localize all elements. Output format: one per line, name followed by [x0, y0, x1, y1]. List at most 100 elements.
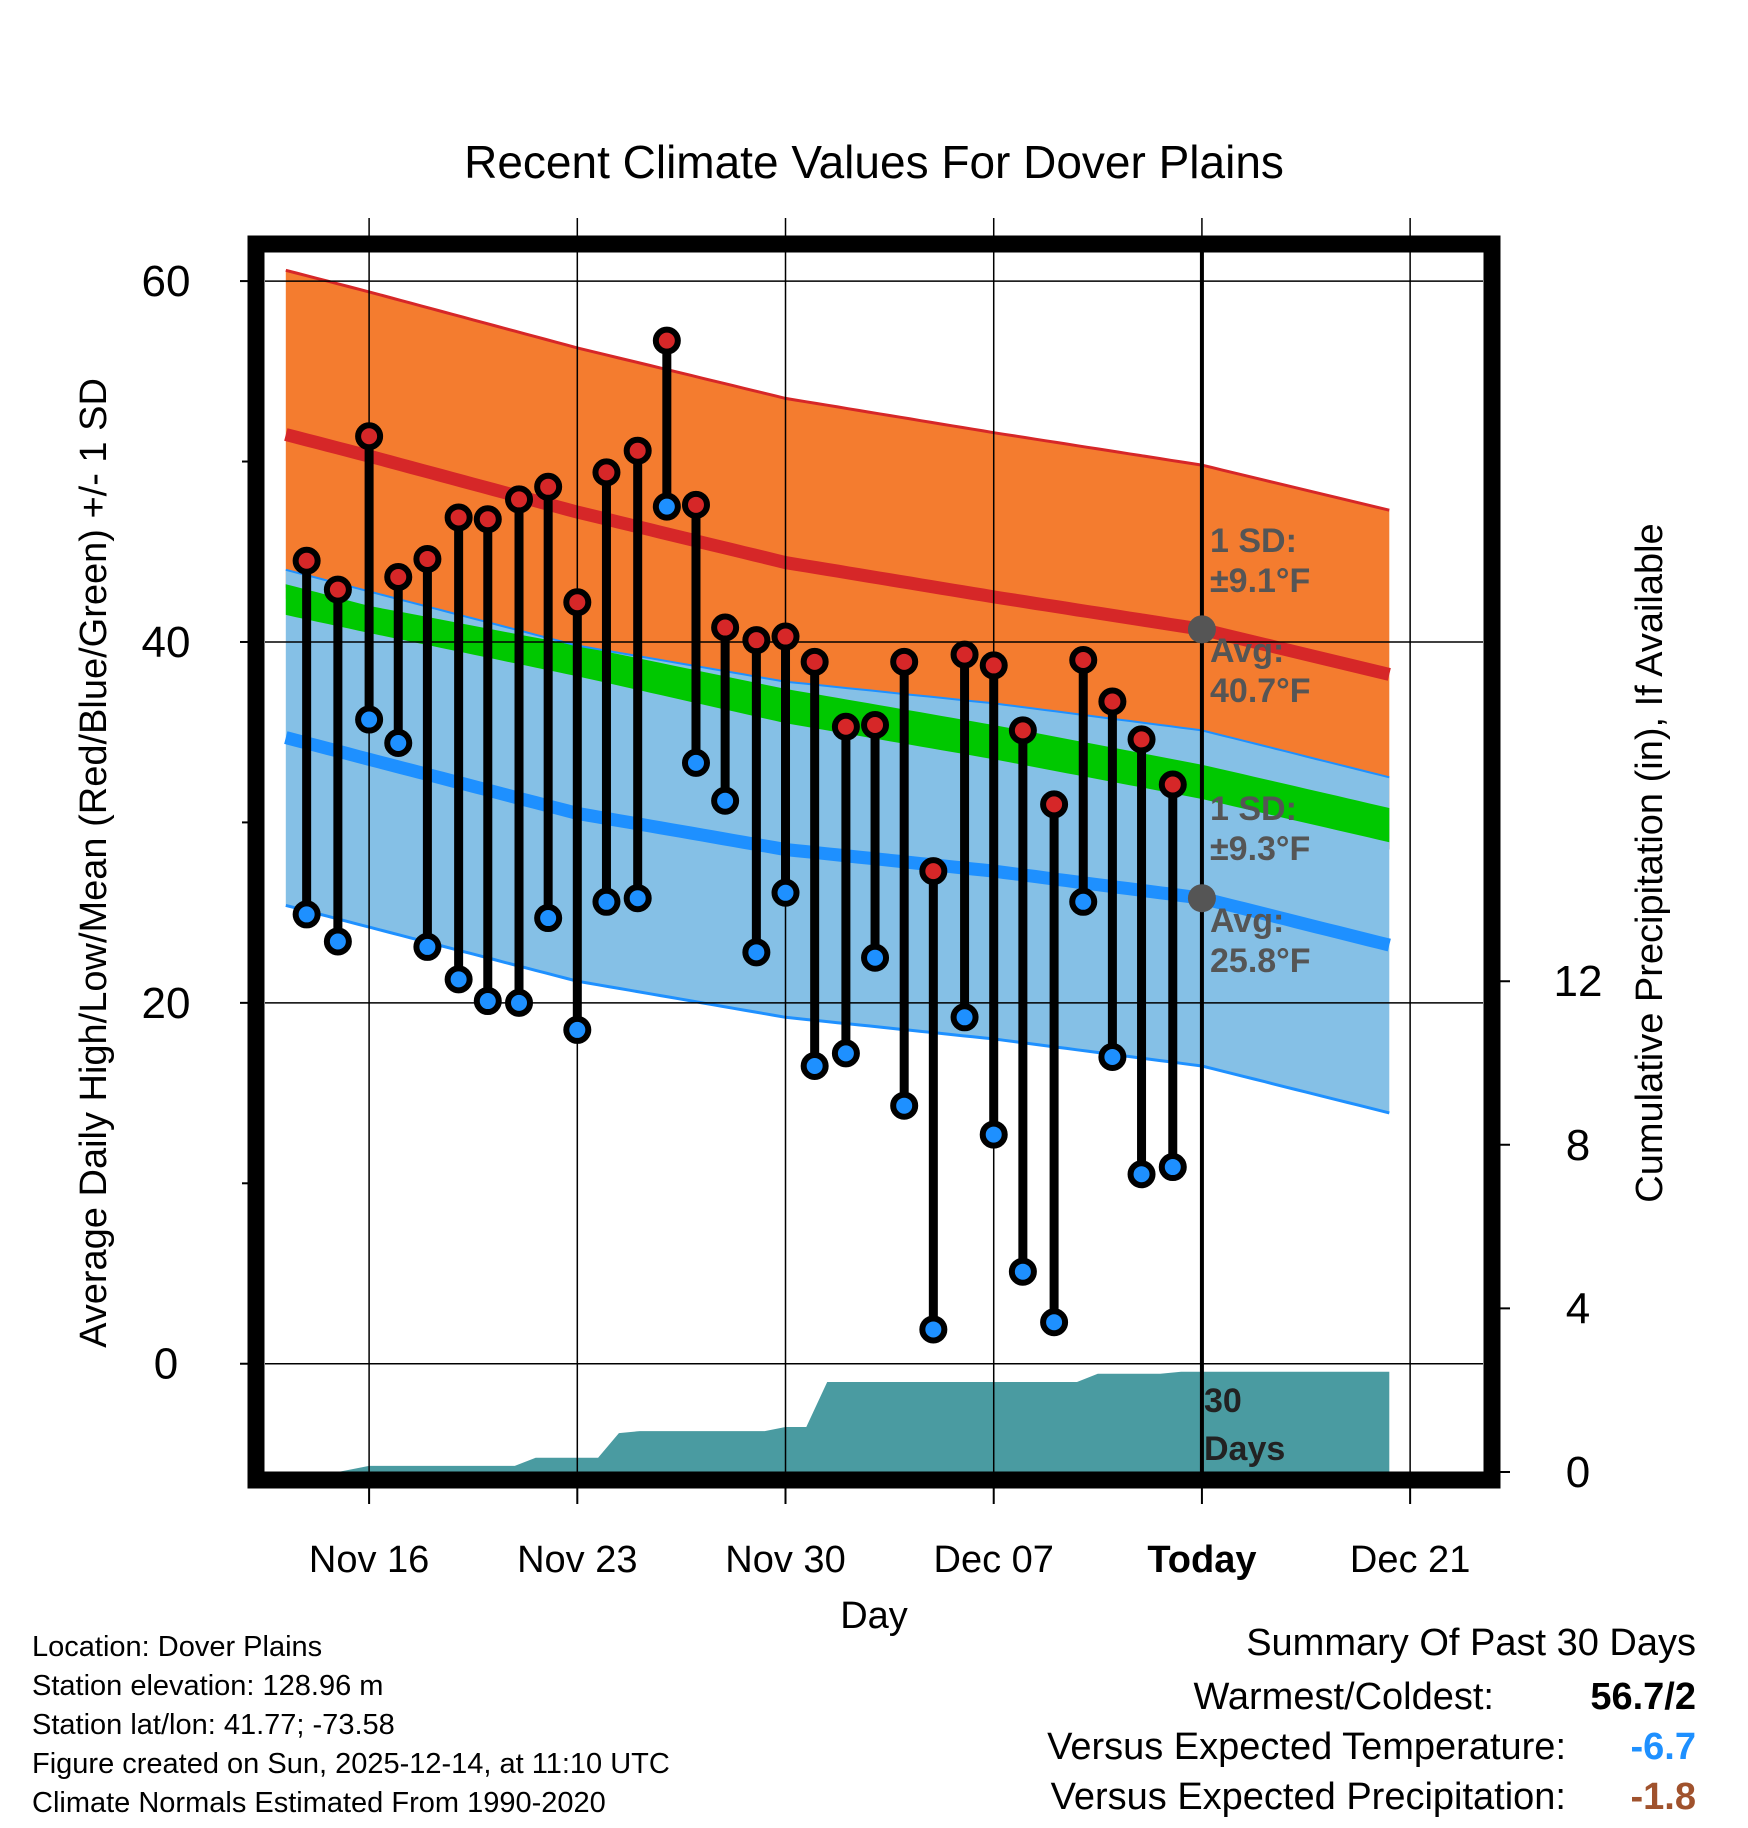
- daily-high-point: [444, 503, 473, 532]
- daily-low-point: [534, 904, 563, 933]
- low-avg-marker: [1187, 884, 1216, 913]
- daily-low-point: [950, 1003, 979, 1032]
- daily-high-point: [623, 436, 652, 465]
- y-tick-label: 0: [154, 1340, 178, 1389]
- daily-low-point: [355, 705, 384, 734]
- info-location: Location: Dover Plains: [32, 1631, 323, 1663]
- low-avg-value: 25.8°F: [1210, 942, 1311, 980]
- daily-high-point: [505, 485, 534, 514]
- days-count-label: 30: [1204, 1382, 1242, 1420]
- daily-high-point: [950, 640, 979, 669]
- high-sd-upper-line: [285, 268, 1390, 512]
- x-tick-label: Nov 23: [517, 1539, 637, 1581]
- summary-warmest-value: 56.7/2: [1590, 1676, 1696, 1718]
- daily-low-point: [1098, 1042, 1127, 1071]
- daily-low-point: [505, 988, 534, 1017]
- x-tick-label: Nov 16: [309, 1539, 429, 1581]
- daily-low-point: [563, 1015, 592, 1044]
- x-tick-label: Dec 07: [934, 1539, 1054, 1581]
- daily-low-point: [592, 887, 621, 916]
- daily-low-point: [1008, 1257, 1037, 1286]
- daily-low-point: [771, 878, 800, 907]
- daily-high-point: [742, 626, 771, 655]
- daily-low-point: [323, 927, 352, 956]
- daily-low-point: [742, 938, 771, 967]
- daily-high-point: [473, 505, 502, 534]
- x-tick-label: Nov 30: [725, 1539, 845, 1581]
- high-avg-marker: [1187, 615, 1216, 644]
- daily-low-point: [1069, 887, 1098, 916]
- daily-low-point: [800, 1052, 829, 1081]
- summary-precip-label: Versus Expected Precipitation:: [1050, 1776, 1566, 1818]
- info-latlon: Station lat/lon: 41.77; -73.58: [32, 1709, 395, 1741]
- summary-precip-value: -1.8: [1630, 1776, 1696, 1818]
- daily-high-point: [861, 710, 890, 739]
- y-tick-label: 40: [142, 618, 191, 667]
- daily-low-point: [1158, 1153, 1187, 1182]
- daily-high-point: [292, 546, 321, 575]
- info-created: Figure created on Sun, 2025-12-14, at 11…: [32, 1748, 670, 1780]
- daily-high-point: [534, 472, 563, 501]
- chart-title: Recent Climate Values For Dover Plains: [464, 136, 1284, 188]
- daily-high-point: [323, 575, 352, 604]
- x-tick-label: Today: [1147, 1539, 1256, 1581]
- y2-tick-label: 0: [1566, 1448, 1590, 1497]
- daily-low-point: [919, 1315, 948, 1344]
- daily-high-point: [681, 490, 710, 519]
- y2-axis-label: Cumulative Precipitation (in), If Availa…: [1629, 523, 1671, 1202]
- daily-low-point: [623, 884, 652, 913]
- daily-high-point: [919, 857, 948, 886]
- low-avg-label: Avg:: [1210, 902, 1284, 940]
- daily-low-point: [473, 987, 502, 1016]
- daily-low-point: [444, 965, 473, 994]
- y-tick-label: 60: [142, 257, 191, 306]
- daily-high-point: [831, 712, 860, 741]
- daily-high-point: [1040, 790, 1069, 819]
- precipitation-area: [285, 1371, 1390, 1472]
- daily-low-point: [861, 943, 890, 972]
- daily-low-point: [681, 748, 710, 777]
- summary-temp-label: Versus Expected Temperature:: [1047, 1726, 1566, 1768]
- summary-title: Summary Of Past 30 Days: [1246, 1622, 1696, 1664]
- y-tick-label: 20: [142, 979, 191, 1028]
- daily-high-point: [1098, 687, 1127, 716]
- daily-low-point: [711, 786, 740, 815]
- high-sd-label: 1 SD:: [1210, 522, 1297, 560]
- info-normals: Climate Normals Estimated From 1990-2020: [32, 1787, 606, 1819]
- daily-high-point: [1008, 716, 1037, 745]
- daily-low-point: [1040, 1308, 1069, 1337]
- daily-high-point: [711, 613, 740, 642]
- daily-low-point: [413, 932, 442, 961]
- daily-high-point: [890, 647, 919, 676]
- plot-frame: [247, 235, 1501, 1489]
- daily-high-point: [800, 647, 829, 676]
- daily-high-point: [652, 326, 681, 355]
- daily-low-point: [979, 1120, 1008, 1149]
- daily-high-point: [1158, 770, 1187, 799]
- daily-low-point: [890, 1091, 919, 1120]
- daily-low-point: [652, 492, 681, 521]
- daily-low-point: [1127, 1160, 1156, 1189]
- high-sd-value: ±9.1°F: [1210, 562, 1310, 600]
- daily-high-point: [771, 622, 800, 651]
- daily-low-point: [384, 729, 413, 758]
- x-axis-label: Day: [840, 1595, 908, 1637]
- daily-high-point: [413, 544, 442, 573]
- y2-tick-label: 12: [1554, 957, 1603, 1006]
- low-sd-value: ±9.3°F: [1210, 830, 1310, 868]
- low-sd-upper-line: [285, 568, 1390, 779]
- daily-high-point: [1069, 646, 1098, 675]
- y2-tick-label: 4: [1566, 1284, 1590, 1333]
- daily-high-point: [563, 588, 592, 617]
- low-sd-lower-line: [285, 903, 1390, 1115]
- info-elevation: Station elevation: 128.96 m: [32, 1670, 384, 1702]
- daily-high-point: [979, 651, 1008, 680]
- x-tick-label: Dec 21: [1350, 1539, 1470, 1581]
- daily-low-point: [831, 1039, 860, 1068]
- summary-warmest-label: Warmest/Coldest:: [1193, 1676, 1494, 1718]
- daily-low-point: [292, 900, 321, 929]
- daily-high-point: [384, 563, 413, 592]
- daily-high-point: [355, 422, 384, 451]
- high-avg-label: Avg:: [1210, 632, 1284, 670]
